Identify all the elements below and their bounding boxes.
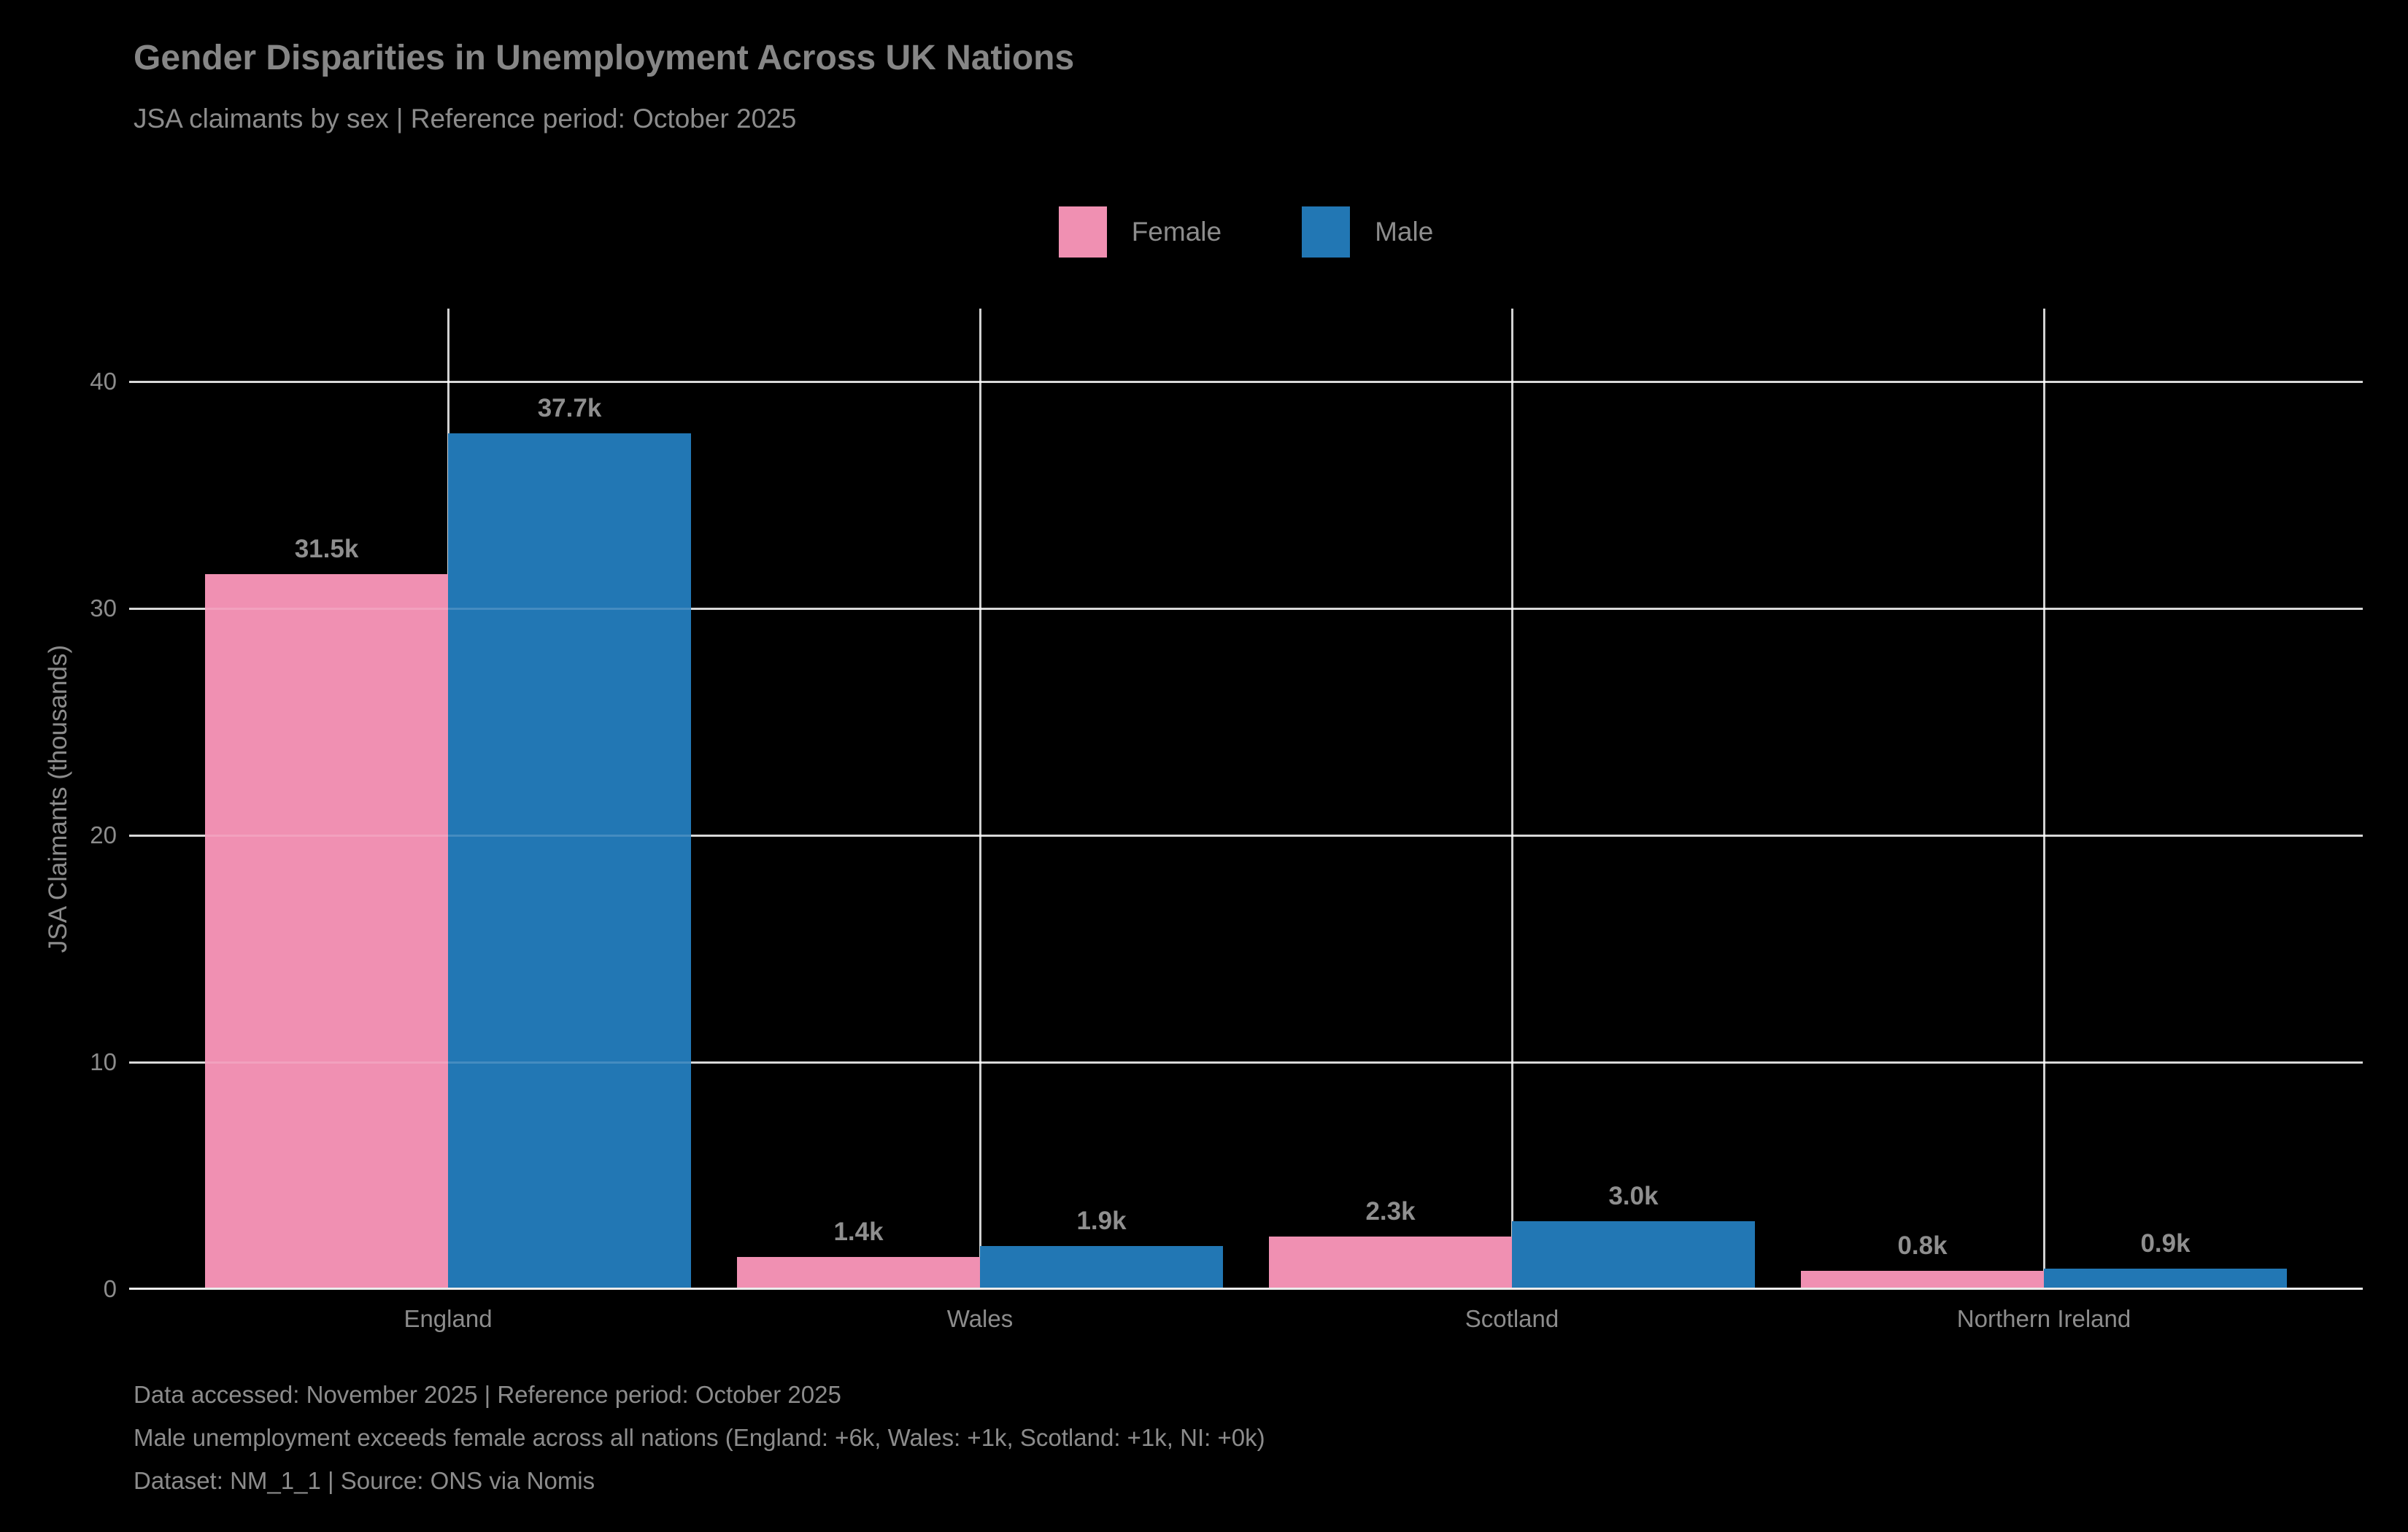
value-label-male-england: 37.7k	[537, 394, 602, 423]
x-category-label-scotland: Scotland	[1465, 1305, 1559, 1332]
value-label-male-scotland: 3.0k	[1608, 1181, 1659, 1210]
y-tick-label-20: 20	[90, 821, 117, 848]
bar-female-wales	[737, 1257, 980, 1289]
value-label-male-northern-ireland: 0.9k	[2140, 1229, 2191, 1258]
h-gridline-30	[129, 607, 2363, 610]
h-gridline-40	[129, 380, 2363, 383]
bar-male-wales	[980, 1245, 1223, 1289]
y-tick-label-0: 0	[103, 1275, 117, 1302]
x-category-label-wales: Wales	[946, 1305, 1014, 1332]
bar-female-england	[205, 574, 448, 1289]
chart-title: Gender Disparities in Unemployment Acros…	[134, 39, 1075, 77]
footnote-data-accessed: Data accessed: November 2025 | Reference…	[134, 1381, 841, 1408]
bar-male-scotland	[1512, 1220, 1755, 1289]
h-gridline-overlay-20	[129, 834, 2363, 837]
y-tick-label-30: 30	[90, 594, 117, 622]
y-tick-label-10: 10	[90, 1048, 117, 1075]
value-label-female-northern-ireland: 0.8k	[1897, 1231, 1948, 1261]
bar-female-northern-ireland	[1801, 1271, 2044, 1289]
x-category-label-england: England	[404, 1305, 493, 1332]
footnote-insight: Male unemployment exceeds female across …	[134, 1424, 1265, 1451]
h-gridline-20	[129, 834, 2363, 837]
v-gridline-northern-ireland	[2043, 309, 2045, 1289]
value-label-female-wales: 1.4k	[833, 1218, 884, 1247]
x-category-label-northern-ireland: Northern Ireland	[1956, 1305, 2131, 1332]
legend-label-female: Female	[1131, 217, 1222, 247]
y-axis-title: JSA Claimants (thousands)	[44, 644, 72, 953]
legend-label-male: Male	[1375, 217, 1434, 247]
h-gridline-overlay-10	[129, 1061, 2363, 1064]
h-gridline-overlay-30	[129, 607, 2363, 610]
bar-female-scotland	[1269, 1237, 1512, 1289]
h-gridline-overlay-40	[129, 380, 2363, 383]
value-label-female-england: 31.5k	[294, 535, 359, 563]
h-gridline-10	[129, 1061, 2363, 1064]
bar-male-northern-ireland	[2044, 1269, 2287, 1289]
bar-male-england	[448, 433, 691, 1289]
footnote-source: Dataset: NM_1_1 | Source: ONS via Nomis	[134, 1467, 595, 1494]
legend: Female Male	[129, 206, 2363, 258]
legend-item-male: Male	[1302, 206, 1433, 258]
footnotes: Data accessed: November 2025 | Reference…	[134, 1373, 1265, 1502]
v-gridline-scotland	[1511, 309, 1513, 1289]
male-legend-swatch-icon	[1302, 206, 1351, 258]
chart-subtitle: JSA claimants by sex | Reference period:…	[134, 104, 797, 134]
value-label-female-scotland: 2.3k	[1365, 1197, 1416, 1226]
v-gridline-wales	[979, 309, 981, 1289]
x-axis-line	[129, 1288, 2363, 1290]
legend-item-female: Female	[1058, 206, 1222, 258]
y-tick-label-40: 40	[90, 367, 117, 395]
value-label-male-wales: 1.9k	[1076, 1206, 1127, 1235]
plot-area: 31.5k 37.7k 1.4k 1.9k 2.3k 3.0k 0.8k 0.9k	[129, 309, 2363, 1290]
female-legend-swatch-icon	[1058, 206, 1107, 258]
